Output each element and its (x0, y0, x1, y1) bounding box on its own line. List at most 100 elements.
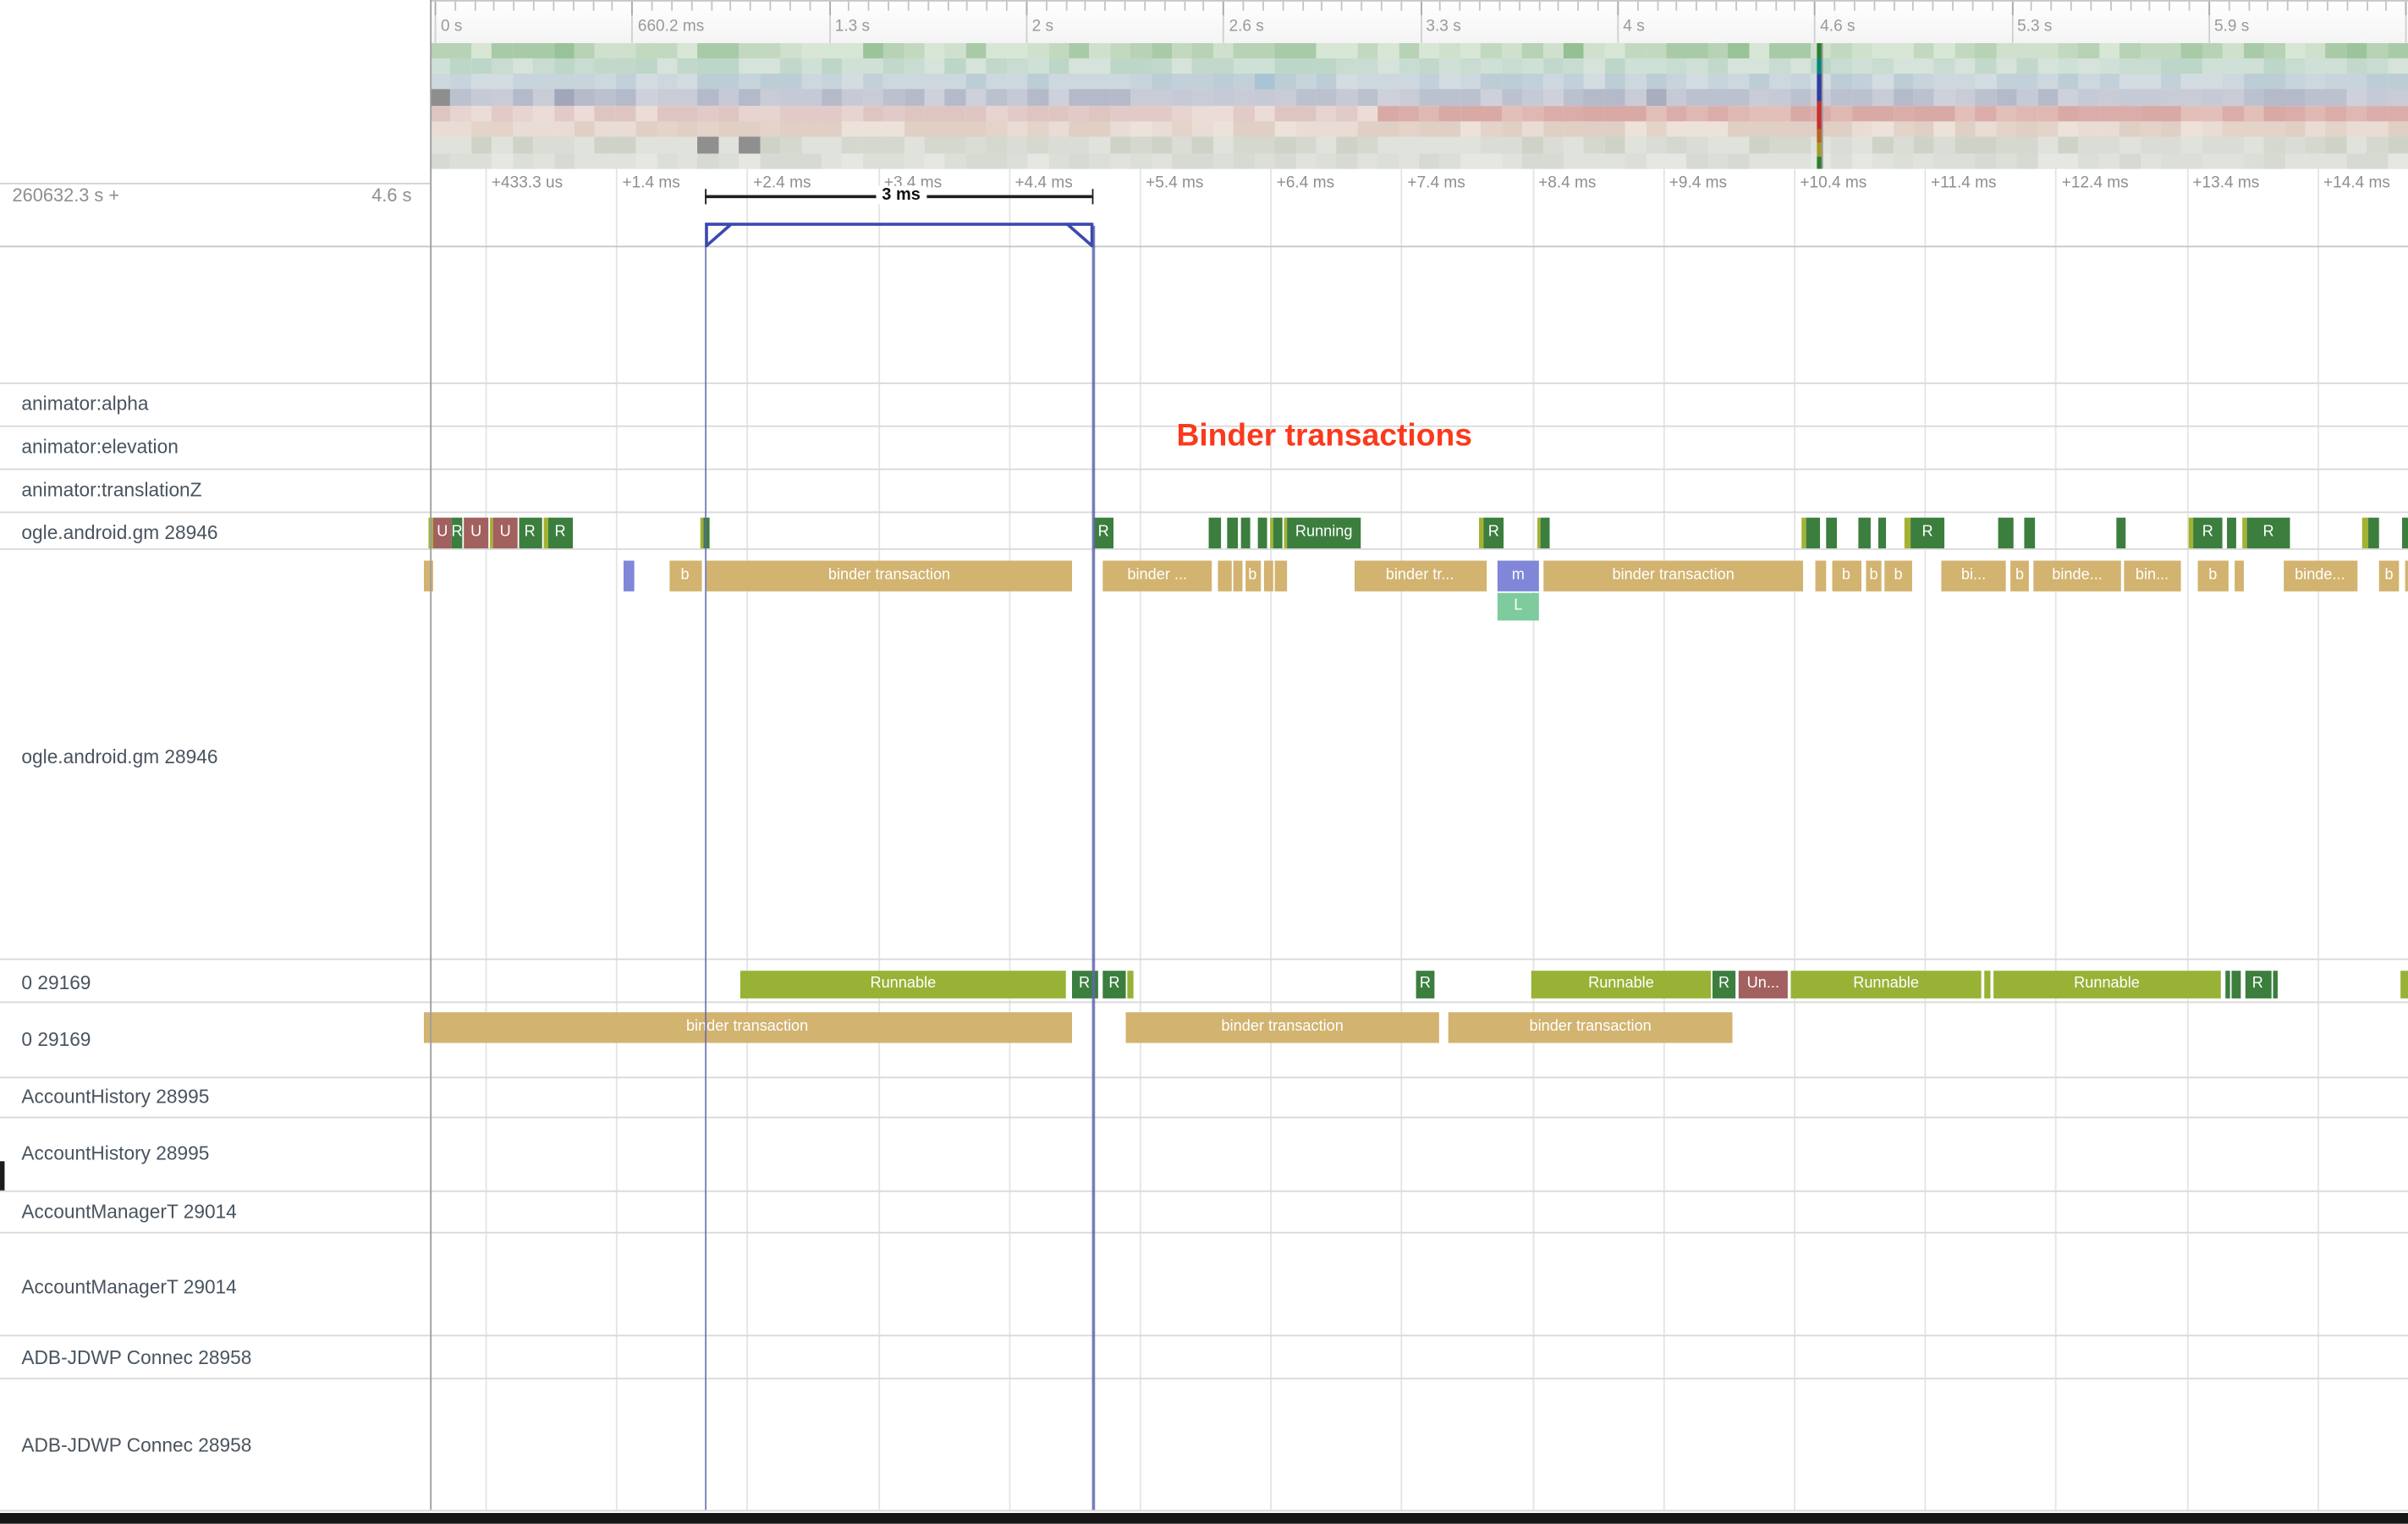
slice[interactable] (1263, 560, 1273, 591)
track-label-0-29169[interactable]: 0 29169 (21, 1029, 91, 1051)
track-label-ogle-android-gm-28946[interactable]: ogle.android.gm 28946 (21, 746, 218, 768)
slice[interactable]: R (2244, 971, 2271, 999)
slice[interactable]: m (1497, 560, 1539, 591)
slice[interactable]: binder transaction (423, 1011, 1072, 1043)
track-label-animator-translationz[interactable]: animator:translationZ (21, 479, 202, 501)
selection-handle[interactable] (1064, 223, 1095, 248)
slice[interactable]: R (1910, 517, 1945, 549)
slice[interactable] (489, 517, 493, 549)
slice[interactable] (1815, 560, 1827, 591)
slice[interactable] (2400, 971, 2408, 999)
slice[interactable] (2242, 517, 2247, 549)
track-label-adb-jdwp-connec-28958[interactable]: ADB-JDWP Connec 28958 (21, 1346, 252, 1369)
selection-line-end[interactable] (1091, 225, 1095, 1510)
slice[interactable]: Runnable (1531, 971, 1712, 999)
slice[interactable] (2024, 517, 2036, 549)
slice[interactable] (1284, 517, 1288, 549)
slice[interactable]: Running (1287, 517, 1361, 549)
selection-bracket[interactable] (704, 223, 1092, 226)
slice[interactable]: U (492, 517, 518, 549)
slice[interactable]: Runnable (1790, 971, 1982, 999)
slice[interactable]: R (547, 517, 574, 549)
slice[interactable] (1479, 517, 1484, 549)
track-label-accountmanagert-29014[interactable]: AccountManagerT 29014 (21, 1201, 237, 1223)
track-label-accounthistory-28995[interactable]: AccountHistory 28995 (21, 1086, 210, 1108)
slice[interactable] (2234, 560, 2245, 591)
slice[interactable] (2368, 517, 2379, 549)
slice[interactable] (1274, 560, 1288, 591)
slice[interactable] (2361, 517, 2369, 549)
slice[interactable]: L (1497, 592, 1539, 621)
slice[interactable] (1858, 517, 1871, 549)
slice[interactable] (1127, 971, 1134, 999)
slice[interactable]: R (2246, 517, 2290, 549)
slice[interactable]: b (1245, 560, 1261, 591)
time-ruler[interactable]: +433.3 us +1.4 ms +2.4 ms +3.4 ms +4.4 ms +5.… (0, 168, 2408, 246)
slice[interactable] (1904, 517, 1911, 549)
slice[interactable] (2401, 517, 2408, 549)
slice[interactable] (1270, 517, 1273, 549)
slice[interactable]: b (668, 560, 701, 591)
slice[interactable]: Un... (1738, 971, 1788, 999)
slice[interactable]: binder transaction (1125, 1011, 1439, 1043)
slice[interactable]: b (1884, 560, 1912, 591)
track-label-animator-alpha[interactable]: animator:alpha (21, 393, 149, 415)
slice[interactable] (2273, 971, 2278, 999)
slice[interactable]: U (464, 517, 489, 549)
slice[interactable] (423, 560, 433, 591)
slice[interactable] (700, 517, 704, 549)
slice[interactable]: binder ... (1102, 560, 1212, 591)
slice[interactable]: bin... (2124, 560, 2180, 591)
track-label-ogle-android-gm-28946[interactable]: ogle.android.gm 28946 (21, 522, 218, 544)
slice[interactable]: b (2010, 560, 2029, 591)
track-label-adb-jdwp-connec-28958[interactable]: ADB-JDWP Connec 28958 (21, 1434, 252, 1456)
track-label-0-29169[interactable]: 0 29169 (21, 972, 91, 994)
slice[interactable]: R (451, 517, 463, 549)
slice[interactable]: R (2193, 517, 2223, 549)
slice[interactable]: binde... (2283, 560, 2357, 591)
track-label-accountmanagert-29014[interactable]: AccountManagerT 29014 (21, 1276, 237, 1298)
slice[interactable] (1801, 517, 1806, 549)
slice[interactable] (1806, 517, 1821, 549)
overview-minimap[interactable] (430, 41, 2408, 171)
slice[interactable]: binder transaction (1448, 1011, 1733, 1043)
slice[interactable]: b (2378, 560, 2400, 591)
slice[interactable] (1208, 517, 1222, 549)
slice[interactable] (1826, 517, 1837, 549)
slice[interactable] (2225, 971, 2230, 999)
slice[interactable] (1257, 517, 1267, 549)
track-label-animator-elevation[interactable]: animator:elevation (21, 436, 179, 458)
slice[interactable] (623, 560, 634, 591)
selection-line-start[interactable] (704, 225, 706, 1510)
slice[interactable] (1983, 971, 1990, 999)
scroll-strip[interactable] (0, 1161, 4, 1191)
slice[interactable]: b (1831, 560, 1861, 591)
slice[interactable]: R (1093, 517, 1114, 549)
track-label-accounthistory-28995[interactable]: AccountHistory 28995 (21, 1142, 210, 1164)
slice[interactable]: binder tr... (1354, 560, 1487, 591)
slice[interactable] (1877, 517, 1887, 549)
slice[interactable] (2227, 517, 2236, 549)
slice[interactable]: binder transaction (1543, 560, 1804, 591)
slice[interactable]: b (2197, 560, 2228, 591)
slice[interactable]: bi... (1941, 560, 2006, 591)
slice[interactable] (1540, 517, 1550, 549)
slice[interactable]: binde... (2033, 560, 2121, 591)
slice[interactable] (1227, 517, 1239, 549)
slice[interactable] (2404, 560, 2408, 591)
slice[interactable]: Runnable (1993, 971, 2221, 999)
slice[interactable] (2231, 971, 2241, 999)
slice[interactable] (1537, 517, 1541, 549)
slice[interactable] (1240, 517, 1251, 549)
slice[interactable]: R (1712, 971, 1736, 999)
slice[interactable]: Runnable (739, 971, 1066, 999)
slice[interactable] (1998, 517, 2014, 549)
slice[interactable]: R (1416, 971, 1435, 999)
overview-ruler[interactable]: 0 s 660.2 ms 1.3 s 2 s 2.6 s 3.3 s 4 s 4.6 s 5.3… (430, 0, 2408, 42)
slice[interactable]: U (432, 517, 452, 549)
slice[interactable]: R (1102, 971, 1126, 999)
slice[interactable] (2116, 517, 2126, 549)
slice[interactable]: binder transaction (706, 560, 1073, 591)
tracks-area[interactable] (0, 245, 2408, 1513)
slice[interactable] (1233, 560, 1243, 591)
